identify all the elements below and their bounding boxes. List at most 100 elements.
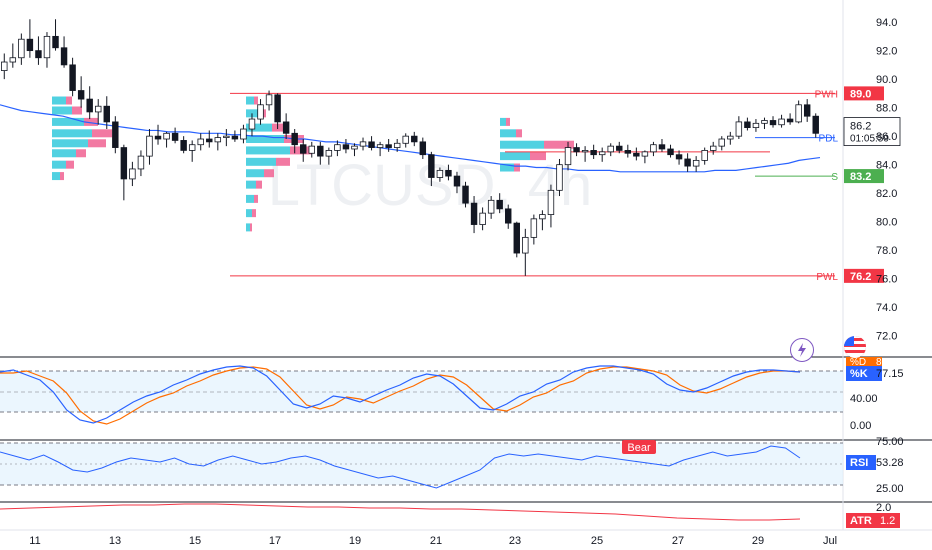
candle bbox=[590, 144, 597, 159]
candle bbox=[214, 133, 222, 151]
rsi-tick-75: 75.00 bbox=[876, 436, 904, 448]
candle-body bbox=[86, 98, 93, 113]
candle bbox=[624, 144, 632, 158]
vp-bar-up bbox=[52, 172, 60, 181]
candle bbox=[240, 124, 247, 144]
candle bbox=[112, 116, 119, 154]
lightning-icon[interactable] bbox=[790, 338, 814, 362]
candle bbox=[9, 43, 17, 68]
vp-bar-down bbox=[256, 180, 262, 189]
candle-body bbox=[641, 151, 649, 157]
rsi-value: 53.28 bbox=[876, 457, 904, 469]
candle bbox=[317, 141, 324, 165]
moving-average-line bbox=[0, 104, 821, 173]
candle bbox=[633, 147, 640, 161]
candle bbox=[803, 99, 811, 122]
level-price-label: 76.2 bbox=[850, 271, 871, 283]
bear-tag-label: Bear bbox=[627, 442, 651, 454]
candle bbox=[701, 147, 708, 165]
candle-body bbox=[52, 35, 59, 49]
vp-bar-down bbox=[276, 157, 290, 166]
candle-body bbox=[188, 144, 196, 151]
rsi-tag bbox=[846, 455, 876, 470]
vp-bar-down bbox=[88, 139, 106, 148]
time-tick: 23 bbox=[509, 535, 521, 547]
vp-bar-up bbox=[52, 106, 72, 115]
stoch-d-value: 80.87 bbox=[876, 357, 901, 368]
candle-body bbox=[453, 175, 461, 187]
candle-body bbox=[214, 137, 222, 143]
candle-body bbox=[650, 144, 657, 153]
candle bbox=[718, 136, 725, 151]
candle-body bbox=[428, 154, 435, 178]
candle bbox=[103, 96, 110, 130]
candle bbox=[146, 129, 153, 165]
candle-body bbox=[436, 169, 444, 178]
vp-bar-up bbox=[246, 135, 284, 144]
candle-body bbox=[530, 218, 538, 238]
candle bbox=[675, 150, 683, 165]
candle bbox=[727, 131, 734, 145]
level-name-pwl: PWL bbox=[816, 272, 838, 283]
candlestick-series bbox=[1, 19, 819, 276]
candle bbox=[411, 131, 418, 147]
rsi-path bbox=[0, 445, 801, 489]
candle-body bbox=[487, 199, 495, 214]
time-tick: 19 bbox=[349, 535, 361, 547]
candle bbox=[598, 147, 606, 162]
candle-body bbox=[761, 120, 768, 124]
atr-line bbox=[0, 503, 801, 521]
vp-bar-down bbox=[92, 129, 112, 138]
candle bbox=[300, 139, 307, 162]
time-tick: 25 bbox=[591, 535, 603, 547]
candle bbox=[445, 164, 452, 181]
level-price-tag bbox=[844, 169, 884, 184]
candle bbox=[692, 156, 700, 172]
candle-body bbox=[522, 236, 529, 254]
candle-body bbox=[60, 47, 68, 66]
price-tick: 88.0 bbox=[876, 103, 897, 115]
rsi-tag-label: RSI bbox=[850, 457, 868, 469]
candle-body bbox=[675, 154, 683, 160]
level-name-pdl: PDL bbox=[819, 134, 839, 145]
candle bbox=[735, 116, 743, 140]
time-tick: Jul bbox=[823, 535, 837, 547]
candle-body bbox=[1, 61, 8, 71]
vp-bar-up bbox=[246, 123, 272, 132]
price-tick: 90.0 bbox=[876, 74, 897, 86]
candle-body bbox=[9, 57, 17, 63]
candle-body bbox=[573, 147, 580, 153]
ma-path bbox=[0, 104, 821, 173]
candle-body bbox=[624, 150, 632, 154]
rsi-tick-25: 25.00 bbox=[876, 483, 904, 495]
candle-body bbox=[240, 128, 247, 140]
vp-bar-down bbox=[506, 117, 510, 126]
candle bbox=[428, 151, 435, 187]
candle-body bbox=[727, 135, 734, 140]
stoch-d-label: %D bbox=[850, 357, 866, 368]
candle bbox=[684, 153, 691, 172]
level-name-pwh: PWH bbox=[815, 89, 838, 100]
candle-body bbox=[769, 120, 777, 126]
candle bbox=[18, 33, 25, 65]
candle bbox=[248, 113, 256, 137]
candle-body bbox=[744, 121, 751, 129]
candle-body bbox=[795, 104, 802, 123]
candle-body bbox=[539, 214, 546, 220]
candle bbox=[564, 141, 572, 171]
price-tick: 80.0 bbox=[876, 217, 897, 229]
candle-body bbox=[317, 145, 324, 157]
candle bbox=[667, 144, 674, 158]
candle-body bbox=[667, 148, 674, 156]
candle bbox=[470, 196, 478, 234]
us-flag-icon[interactable] bbox=[844, 336, 866, 358]
candle bbox=[505, 204, 512, 229]
candle-body bbox=[257, 104, 264, 120]
candle-body bbox=[402, 135, 409, 144]
candle-body bbox=[120, 147, 128, 180]
candle bbox=[77, 76, 85, 108]
candle-body bbox=[137, 155, 145, 170]
vp-bar-up bbox=[246, 109, 260, 118]
candle-body bbox=[419, 141, 427, 156]
